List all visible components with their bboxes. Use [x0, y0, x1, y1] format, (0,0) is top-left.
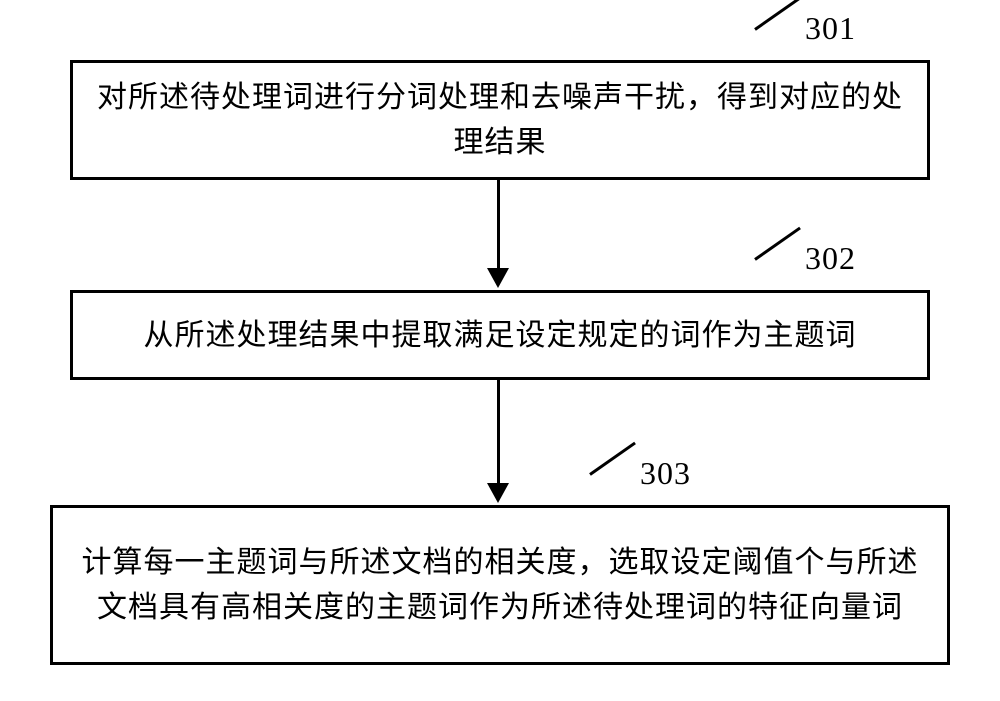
callout-label-301: 301: [805, 10, 856, 47]
callout-label-303: 303: [640, 455, 691, 492]
arrow-1-to-2-shaft: [497, 180, 500, 270]
callout-label-302: 302: [805, 240, 856, 277]
flow-step-302: 从所述处理结果中提取满足设定规定的词作为主题词: [70, 290, 930, 380]
flow-step-302-text: 从所述处理结果中提取满足设定规定的词作为主题词: [124, 305, 877, 366]
flow-step-301-text: 对所述待处理词进行分词处理和去噪声干扰，得到对应的处理结果: [73, 67, 927, 173]
callout-line-302: [754, 227, 801, 261]
callout-line-301: [754, 0, 801, 31]
arrow-2-to-3-head: [487, 483, 509, 503]
flow-step-303: 计算每一主题词与所述文档的相关度，选取设定阈值个与所述文档具有高相关度的主题词作…: [50, 505, 950, 665]
flow-step-303-text: 计算每一主题词与所述文档的相关度，选取设定阈值个与所述文档具有高相关度的主题词作…: [53, 532, 947, 638]
arrow-2-to-3-shaft: [497, 380, 500, 485]
callout-line-303: [589, 442, 636, 476]
arrow-1-to-2-head: [487, 268, 509, 288]
flow-step-301: 对所述待处理词进行分词处理和去噪声干扰，得到对应的处理结果: [70, 60, 930, 180]
